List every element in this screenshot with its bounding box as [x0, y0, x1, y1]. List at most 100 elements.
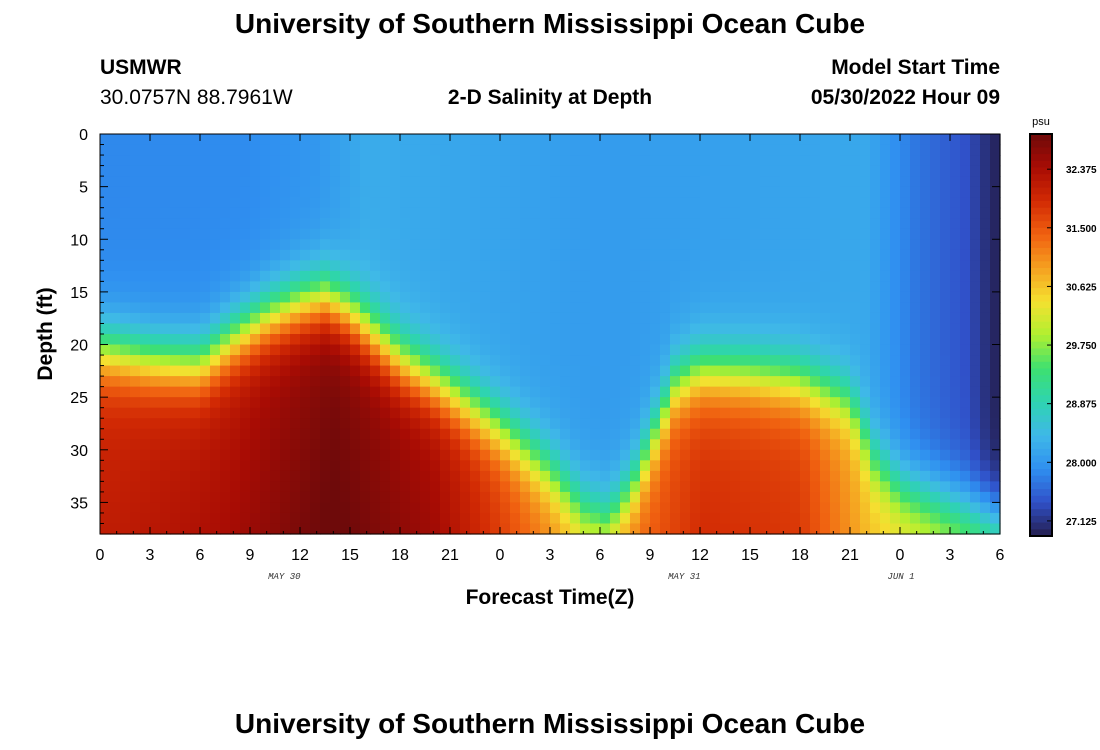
heatmap-cell	[170, 186, 181, 198]
heatmap-cell	[990, 502, 1001, 514]
heatmap-cell	[690, 249, 701, 261]
heatmap-cell	[860, 397, 871, 409]
heatmap-cell	[290, 186, 301, 198]
heatmap-cell	[590, 144, 601, 156]
heatmap-cell	[470, 418, 481, 430]
heatmap-cell	[200, 249, 211, 261]
heatmap-cell	[490, 428, 501, 440]
heatmap-cell	[870, 491, 881, 504]
heatmap-cell	[210, 397, 221, 409]
heatmap-cell	[220, 312, 231, 325]
heatmap-cell	[730, 312, 741, 325]
colorbar-swatch	[1030, 462, 1052, 470]
heatmap-cell	[400, 228, 411, 240]
heatmap-cell	[480, 502, 491, 514]
heatmap-cell	[560, 523, 571, 535]
heatmap-cell	[970, 491, 981, 504]
heatmap-cell	[180, 134, 191, 146]
heatmap-cell	[980, 207, 991, 219]
heatmap-cell	[480, 207, 491, 219]
heatmap-cell	[470, 312, 481, 325]
heatmap-cell	[680, 260, 691, 272]
heatmap-cell	[330, 291, 341, 304]
heatmap-cell	[690, 428, 701, 440]
heatmap-cell	[640, 323, 651, 335]
heatmap-cell	[750, 323, 761, 335]
heatmap-cell	[540, 365, 551, 377]
heatmap-cell	[540, 155, 551, 167]
heatmap-cell	[620, 323, 631, 335]
heatmap-cell	[590, 365, 601, 377]
heatmap-cell	[440, 155, 451, 167]
heatmap-cell	[180, 144, 191, 156]
heatmap-cell	[710, 502, 721, 514]
heatmap-cell	[560, 270, 571, 282]
heatmap-cell	[970, 439, 981, 451]
heatmap-cell	[460, 428, 471, 440]
heatmap-cell	[670, 449, 681, 461]
plot-title: 2-D Salinity at Depth	[447, 86, 653, 109]
heatmap-cell	[730, 334, 741, 346]
heatmap-cell	[390, 270, 401, 282]
heatmap-cell	[900, 428, 911, 440]
heatmap-cell	[860, 312, 871, 325]
heatmap-cell	[150, 218, 161, 230]
heatmap-cell	[810, 134, 821, 146]
heatmap-cell	[110, 481, 121, 493]
heatmap-cell	[520, 355, 531, 367]
heatmap-cell	[340, 291, 351, 304]
heatmap-cell	[150, 523, 161, 535]
heatmap-cell	[260, 270, 271, 282]
heatmap-cell	[190, 418, 201, 430]
heatmap-cell	[600, 397, 611, 409]
heatmap-cell	[220, 386, 231, 398]
heatmap-cell	[840, 260, 851, 272]
heatmap-cell	[320, 165, 331, 177]
heatmap-cell	[250, 155, 261, 167]
heatmap-cell	[430, 134, 441, 146]
heatmap-cell	[190, 502, 201, 514]
heatmap-cell	[800, 228, 811, 240]
heatmap-cell	[340, 228, 351, 240]
heatmap-cell	[150, 397, 161, 409]
heatmap-cell	[950, 439, 961, 451]
heatmap-cell	[870, 481, 881, 493]
heatmap-cell	[590, 491, 601, 504]
heatmap-cell	[180, 207, 191, 219]
heatmap-cell	[980, 407, 991, 419]
heatmap-cell	[100, 218, 111, 230]
heatmap-cell	[650, 523, 661, 535]
heatmap-cell	[610, 218, 621, 230]
heatmap-cell	[470, 470, 481, 482]
heatmap-cell	[760, 439, 771, 451]
heatmap-cell	[400, 418, 411, 430]
heatmap-cell	[330, 418, 341, 430]
heatmap-cell	[970, 502, 981, 514]
heatmap-cell	[110, 207, 121, 219]
heatmap-cell	[550, 312, 561, 325]
heatmap-cell	[410, 144, 421, 156]
heatmap-cell	[820, 386, 831, 398]
heatmap-cell	[430, 439, 441, 451]
heatmap-cell	[230, 481, 241, 493]
heatmap-cell	[340, 449, 351, 461]
heatmap-cell	[600, 207, 611, 219]
heatmap-cell	[950, 428, 961, 440]
heatmap-cell	[360, 323, 371, 335]
heatmap-cell	[970, 512, 981, 525]
heatmap-cell	[710, 207, 721, 219]
heatmap-cell	[320, 418, 331, 430]
heatmap-cell	[630, 523, 641, 535]
heatmap-cell	[620, 365, 631, 377]
heatmap-cell	[230, 344, 241, 356]
heatmap-cell	[190, 155, 201, 167]
heatmap-cell	[550, 344, 561, 356]
heatmap-cell	[190, 355, 201, 367]
heatmap-cell	[360, 197, 371, 209]
heatmap-cell	[300, 144, 311, 156]
heatmap-cell	[360, 470, 371, 482]
heatmap-cell	[680, 134, 691, 146]
heatmap-cell	[520, 376, 531, 388]
heatmap-cell	[380, 155, 391, 167]
